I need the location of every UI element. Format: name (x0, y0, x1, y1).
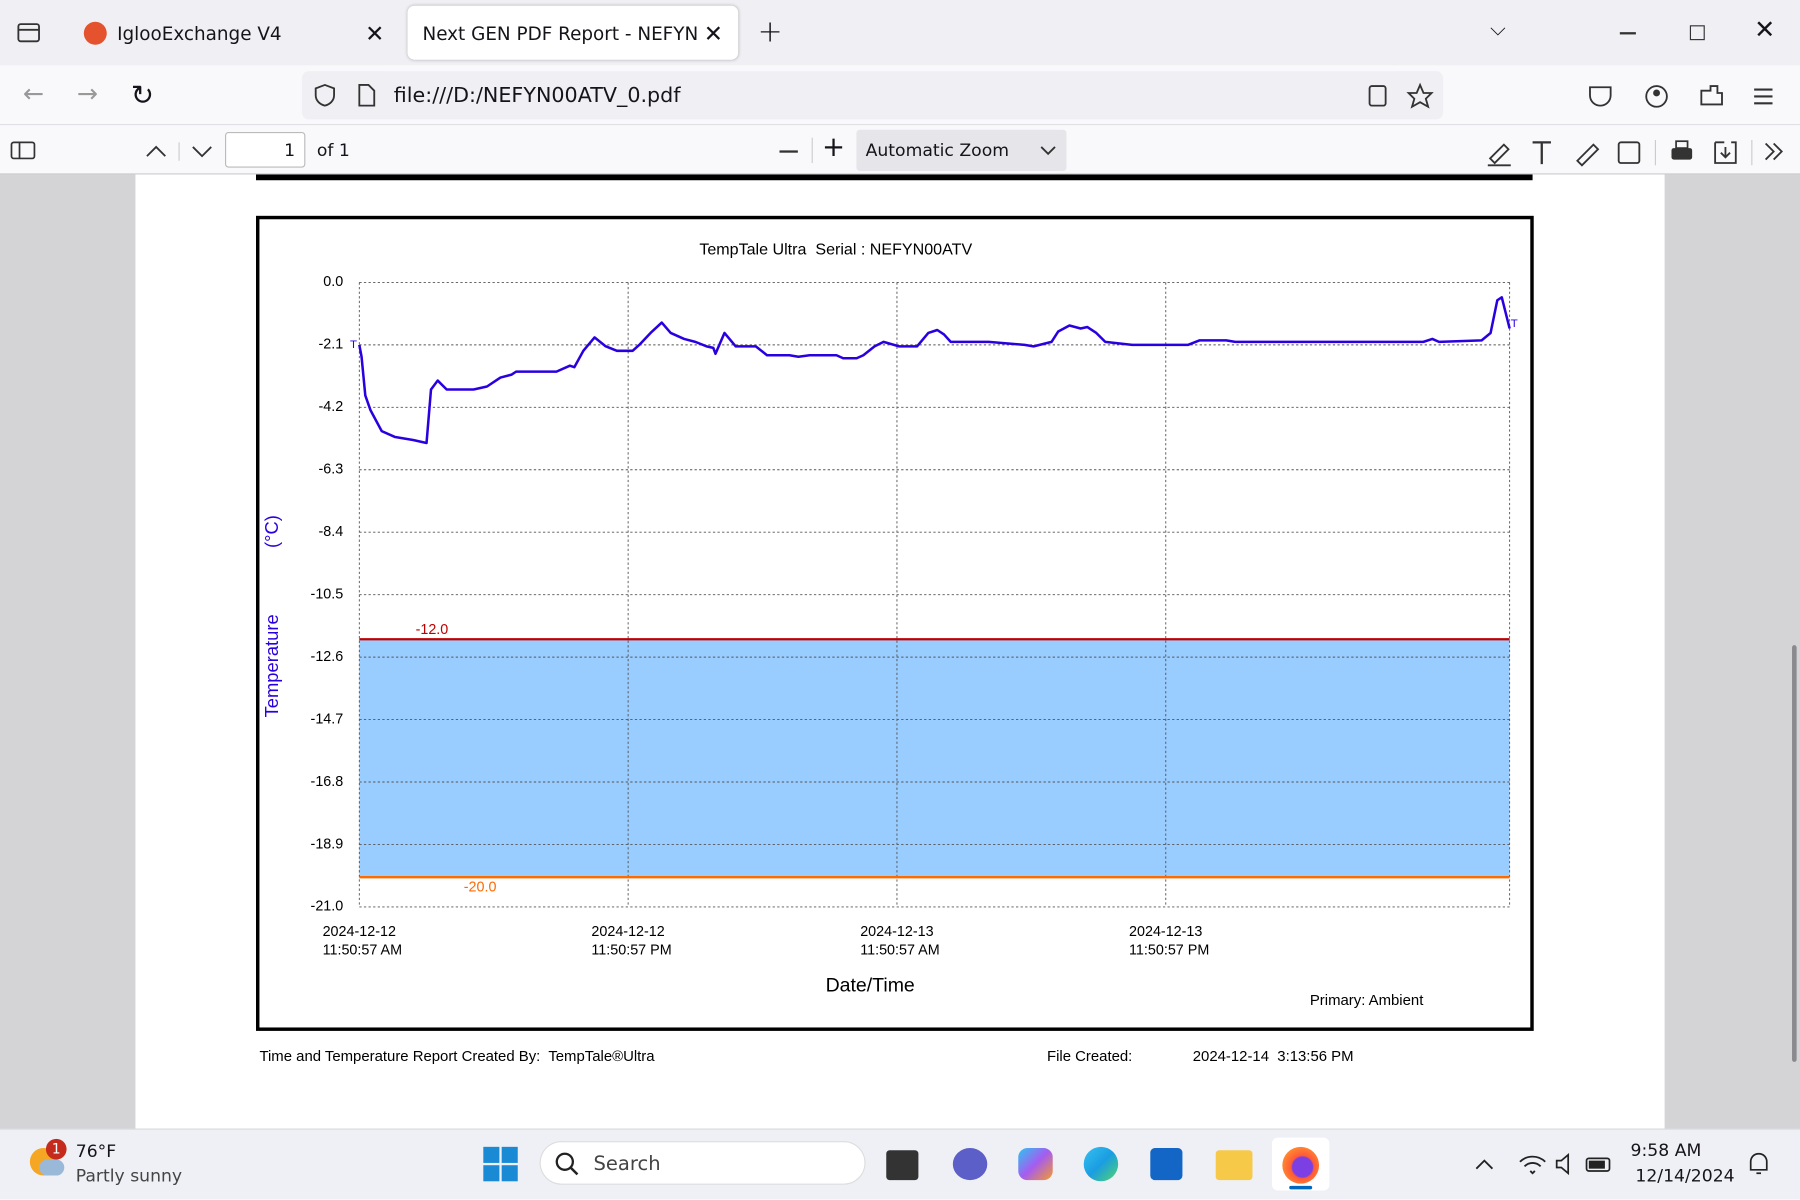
search-box[interactable]: Search (539, 1141, 866, 1185)
y-tick-label: -14.7 (311, 711, 344, 727)
dropdown-arrow (1040, 146, 1056, 156)
zoom-value: Automatic Zoom (865, 140, 1010, 161)
page-number: 1 (284, 140, 296, 161)
trace-marker: T (350, 339, 357, 351)
y-tick-label: -18.9 (311, 836, 344, 852)
previous-box-edge (256, 174, 1533, 181)
active-indicator (1289, 1185, 1313, 1190)
restore[interactable] (1689, 25, 1705, 41)
weather-text: Partly sunny (75, 1165, 183, 1186)
y-tick-label: -12.6 (311, 649, 344, 665)
y-tick-label: -21.0 (311, 899, 344, 915)
file-created-label: File Created: (1047, 1048, 1132, 1065)
y-tick-label: -2.1 (319, 337, 344, 353)
chart-note: Primary: Ambient (1310, 992, 1424, 1009)
toolbar-icons[interactable] (1587, 82, 1782, 112)
y-axis-unit: (°C) (261, 515, 282, 548)
copilot[interactable] (1018, 1148, 1053, 1181)
weather-temp: 76°F (75, 1141, 117, 1162)
page-input[interactable]: 1 (225, 132, 306, 168)
weather-badge: 1 (45, 1138, 67, 1160)
y-tick-label: -6.3 (319, 462, 344, 478)
x-tick-date: 2024-12-13 (1129, 924, 1202, 940)
url: file:///D:/NEFYN00ATV_0.pdf (393, 83, 681, 108)
chart-title: TempTale Ultra Serial : NEFYN00ATV (699, 241, 972, 259)
clock-date: 12/14/2024 (1635, 1165, 1735, 1186)
y-tick-label: -10.5 (311, 586, 344, 602)
tab-favicon (83, 21, 107, 45)
page-count: of 1 (316, 140, 350, 161)
tab-title: Next GEN PDF Report - NEFYN00AT (422, 22, 698, 45)
teams[interactable] (952, 1148, 988, 1181)
zoom-select[interactable]: Automatic Zoom (856, 129, 1067, 172)
file-created: 2024-12-14 3:13:56 PM (1193, 1048, 1354, 1065)
tab-active[interactable]: Next GEN PDF Report - NEFYN00AT ✕ (407, 5, 739, 60)
system-tray[interactable] (1474, 1150, 1623, 1178)
url-actions[interactable] (1367, 82, 1436, 111)
tab-bar (0, 0, 1800, 66)
zoom-in[interactable]: + (821, 130, 846, 164)
tab-close[interactable]: ✕ (703, 19, 723, 48)
x-axis-label: Date/Time (826, 974, 915, 996)
y-tick-label: -4.2 (319, 399, 344, 415)
firefox-active[interactable] (1271, 1137, 1330, 1191)
y-tick-label: -16.8 (311, 774, 344, 790)
x-tick-date: 2024-12-12 (591, 924, 664, 940)
chart-frame (256, 215, 1534, 1031)
url-field[interactable]: file:///D:/NEFYN00ATV_0.pdf (301, 71, 1444, 120)
new-tab[interactable]: + (757, 14, 783, 50)
tab[interactable]: IglooExchange V4 ✕ (69, 9, 396, 57)
page-arrows[interactable] (142, 140, 215, 163)
tab-menu[interactable]: ⌵ (1490, 17, 1506, 42)
clock-time: 9:58 AM (1630, 1139, 1702, 1161)
reload[interactable]: ↻ (130, 79, 154, 112)
x-tick-date: 2024-12-13 (860, 924, 933, 940)
search-placeholder: Search (593, 1152, 661, 1176)
file-explorer[interactable] (1215, 1150, 1253, 1181)
sidebar-toggle[interactable] (9, 140, 39, 163)
y-axis-label: Temperature (261, 614, 282, 717)
x-tick-time: 11:50:57 AM (323, 942, 402, 958)
y-tick-label: -8.4 (319, 524, 344, 540)
close-window[interactable]: ✕ (1754, 16, 1776, 45)
tab-close[interactable]: ✕ (365, 19, 385, 48)
limit-label: -20.0 (464, 879, 497, 895)
search-icon (555, 1152, 579, 1176)
firefox-icon (1282, 1146, 1320, 1184)
limit-label: -12.0 (416, 622, 449, 638)
start-button[interactable] (482, 1146, 519, 1183)
store[interactable] (1150, 1148, 1183, 1181)
tab-list-icon[interactable] (16, 21, 44, 46)
minimize[interactable] (1619, 32, 1636, 34)
x-tick-time: 11:50:57 AM (860, 942, 939, 958)
tab-title: IglooExchange V4 (117, 22, 282, 45)
trace-marker: T (1511, 318, 1518, 330)
x-tick-date: 2024-12-12 (323, 924, 396, 940)
url-icons (314, 83, 376, 107)
zoom-out[interactable] (779, 150, 798, 153)
back[interactable]: ← (22, 80, 45, 110)
scrollbar-thumb[interactable] (1792, 645, 1797, 1062)
x-tick-time: 11:50:57 PM (1129, 942, 1209, 958)
separator (811, 137, 813, 164)
x-tick-time: 11:50:57 PM (591, 942, 671, 958)
notifications[interactable] (1745, 1150, 1773, 1178)
limit-band (359, 639, 1510, 878)
forward[interactable]: → (76, 80, 99, 110)
cloud (39, 1159, 65, 1176)
task-view[interactable] (886, 1150, 919, 1181)
weather-icon[interactable]: 1 (28, 1138, 67, 1177)
edge[interactable] (1083, 1146, 1119, 1182)
annotation-tools[interactable] (1483, 135, 1793, 167)
temperature-line (358, 296, 1511, 445)
y-tick-label: 0.0 (323, 274, 343, 290)
report-created-by: Time and Temperature Report Created By: … (259, 1048, 655, 1065)
